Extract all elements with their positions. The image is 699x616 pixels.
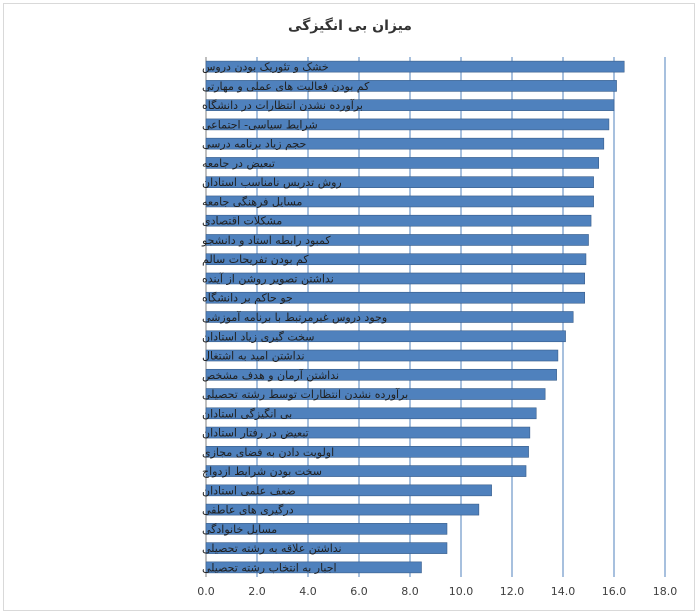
bar xyxy=(205,446,529,458)
category-label: تبعیض در جامعه xyxy=(202,157,275,170)
category-label: سخت بودن شرایط ازدواج xyxy=(202,465,322,478)
category-label: کم بودن فعالیت های عملی و مهارتی xyxy=(202,80,370,93)
bar xyxy=(205,176,594,188)
bar xyxy=(205,99,615,111)
bar xyxy=(205,60,625,73)
category-label: جو حاکم بر دانشگاه xyxy=(202,292,293,305)
bar xyxy=(205,253,587,266)
category-label: مسایل خانوادگی xyxy=(202,523,277,536)
category-label: نداشتن تصویر روشن از آینده xyxy=(202,271,334,285)
category-label: وجود دروس غیرمرتبط با برنامه آموزشی xyxy=(202,310,387,324)
bar xyxy=(205,542,448,554)
category-label: شرایط سیاسی- اجتماعی xyxy=(202,118,318,131)
category-label: کمبود رابطه استاد و دانشجو xyxy=(201,234,331,247)
category-label: کم بودن تفریحات سالم xyxy=(202,253,309,266)
category-label: اجبار به انتخاب رشته تحصیلی xyxy=(202,561,337,574)
bar xyxy=(205,118,610,131)
bar xyxy=(205,388,546,400)
bar xyxy=(205,234,589,246)
category-label: اولویت دادن به فضای مجازی xyxy=(202,446,334,459)
category-label: برآورده نشدن انتظارات در دانشگاه xyxy=(202,98,363,112)
bar xyxy=(205,80,617,92)
category-label: تبعیض در رفتار استادان xyxy=(202,427,309,440)
bar xyxy=(205,311,574,323)
bar xyxy=(205,214,592,227)
bar xyxy=(205,137,605,150)
bar xyxy=(205,465,527,477)
category-labels: خشک و تئوریک بودن دروس کم بودن فعالیت های… xyxy=(201,61,408,575)
category-label: درگیری های عاطفی xyxy=(202,504,294,517)
bar xyxy=(205,330,566,343)
bar xyxy=(205,407,537,420)
chart-title: میزان بی انگیزگی xyxy=(288,18,412,34)
category-label: روش تدریس نامناسب استادان xyxy=(202,176,342,189)
x-tick-label: 8.0 xyxy=(401,585,419,598)
x-tick-label: 12.0 xyxy=(500,585,525,598)
x-tick-label: 4.0 xyxy=(299,585,317,598)
category-label: برآورده نشدن انتظارات توسط رشته تحصیلی xyxy=(202,387,408,401)
bar xyxy=(205,561,422,574)
bar xyxy=(205,157,600,169)
bar xyxy=(205,349,559,362)
category-label: نداشتن آرمان و هدف مشخص xyxy=(202,368,339,382)
category-label: نداشتن علاقه به رشته تحصیلی xyxy=(202,542,342,555)
bar xyxy=(205,523,448,535)
bar xyxy=(205,426,531,439)
category-label: نداشتن امید به اشتغال xyxy=(202,350,305,363)
x-tick-label: 0.0 xyxy=(197,585,215,598)
bar xyxy=(205,195,594,208)
bar xyxy=(205,368,557,381)
x-tick-label: 2.0 xyxy=(248,585,266,598)
category-label: حجم زیاد برنامه درسی xyxy=(202,138,306,151)
x-tick-label: 18.0 xyxy=(653,585,678,598)
category-label: سخت گیری زیاد استادان xyxy=(202,330,314,343)
bar xyxy=(205,291,585,304)
category-label: ضعف علمی استادان xyxy=(202,484,296,497)
bar xyxy=(205,503,480,516)
bar xyxy=(205,484,492,497)
x-tick-label: 16.0 xyxy=(602,585,627,598)
category-label: خشک و تئوریک بودن دروس xyxy=(202,61,329,74)
bars xyxy=(205,60,625,574)
x-tick-labels: 0.0 2.0 4.0 6.0 8.0 10.0 12.0 14.0 16.0 18.0 xyxy=(197,585,677,598)
category-label: مشکلات اقتصادی xyxy=(202,215,282,228)
x-tick-label: 10.0 xyxy=(449,585,474,598)
category-label: بی انگیزگی استادان xyxy=(202,407,292,420)
bar xyxy=(205,272,585,285)
x-tick-label: 6.0 xyxy=(350,585,368,598)
category-label: مسایل فرهنگی جامعه xyxy=(202,195,302,208)
x-tick-label: 14.0 xyxy=(551,585,576,598)
